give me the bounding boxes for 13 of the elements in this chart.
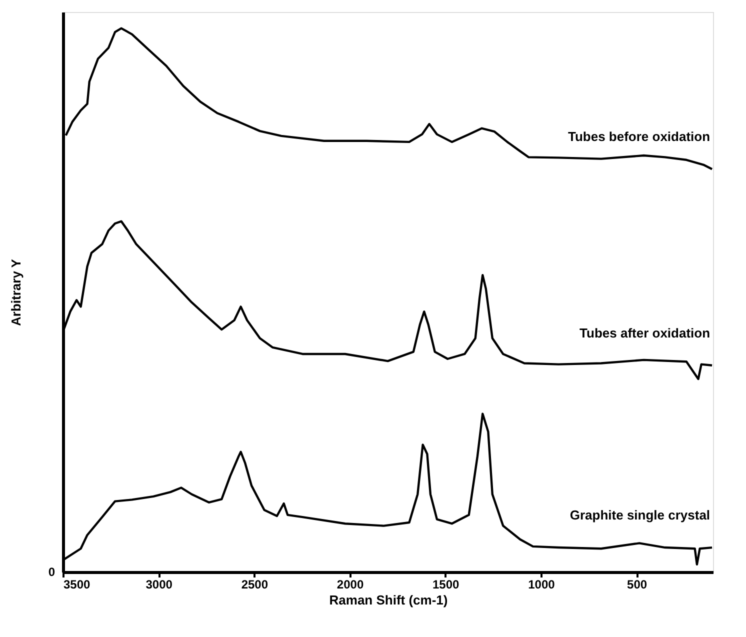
x-tick-label: 1500 [432,578,460,592]
x-tick-label: 2000 [336,578,364,592]
text: 0 [48,565,56,579]
x-tick-label: 3500 [64,578,91,592]
series-label: Tubes after oxidation [580,325,710,340]
y-axis-title: Arbitrary Y [8,258,24,326]
x-tick-label: 1000 [528,578,556,592]
x-tick-label: 500 [627,578,648,592]
x-tick-label: 3000 [146,578,173,592]
x-tick-label: 2500 [241,578,268,592]
series-label: Graphite single crystal [570,508,710,523]
x-axis-title: Raman Shift (cm-1) [329,592,448,608]
series-label: Tubes before oxidation [568,129,710,144]
